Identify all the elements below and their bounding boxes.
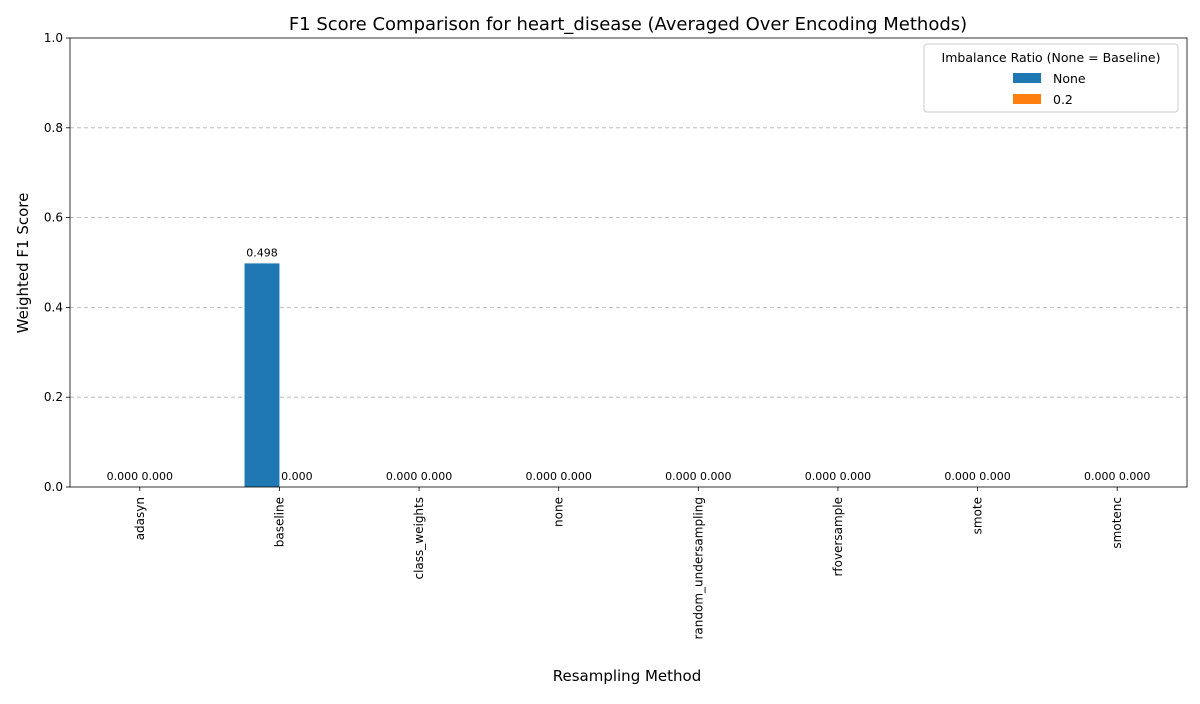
x-tick-label: smote xyxy=(971,497,985,534)
y-tick-label: 0.8 xyxy=(44,121,63,135)
bar xyxy=(244,263,280,487)
legend-swatch xyxy=(1013,94,1041,104)
x-tick-label: class_weights xyxy=(412,497,426,580)
data-label: 0.000 xyxy=(142,470,174,483)
legend-title: Imbalance Ratio (None = Baseline) xyxy=(942,50,1161,65)
data-label: 0.000 xyxy=(107,470,139,483)
y-tick-label: 0.2 xyxy=(44,390,63,404)
y-tick-label: 1.0 xyxy=(44,31,63,45)
legend-swatch xyxy=(1013,73,1041,83)
data-label: 0.000 xyxy=(1084,470,1116,483)
x-tick-label: random_undersampling xyxy=(691,497,705,640)
y-axis-label: Weighted F1 Score xyxy=(14,193,32,334)
x-tick-label: smotenc xyxy=(1110,497,1124,549)
data-label: 0.000 xyxy=(386,470,418,483)
legend-label: None xyxy=(1053,71,1086,86)
data-label: 0.000 xyxy=(281,470,313,483)
y-tick-label: 0.6 xyxy=(44,211,63,225)
data-label: 0.000 xyxy=(840,470,872,483)
chart-title: F1 Score Comparison for heart_disease (A… xyxy=(289,14,967,35)
data-label: 0.000 xyxy=(525,470,557,483)
data-label: 0.000 xyxy=(944,470,976,483)
data-label: 0.000 xyxy=(421,470,453,483)
x-tick-label: none xyxy=(552,497,566,527)
legend-frame xyxy=(923,43,1179,113)
y-tick-label: 0.0 xyxy=(44,480,63,494)
data-label: 0.000 xyxy=(665,470,697,483)
data-label: 0.498 xyxy=(246,246,278,259)
legend-label: 0.2 xyxy=(1053,92,1073,107)
axes-group: 0.0 0.2 0.4 0.6 0.8 1.0 adasyn baseline class_we… xyxy=(44,31,1188,640)
data-label: 0.000 xyxy=(1119,470,1151,483)
data-label: 0.000 xyxy=(805,470,837,483)
plot-frame xyxy=(69,37,1188,488)
x-tick-label: rfoversample xyxy=(831,497,845,577)
legend: Imbalance Ratio (None = Baseline) None 0.… xyxy=(923,43,1179,113)
bars-group xyxy=(244,263,280,487)
x-tick-label: adasyn xyxy=(133,497,147,540)
y-tick-label: 0.4 xyxy=(44,300,63,314)
data-label: 0.000 xyxy=(700,470,732,483)
data-label: 0.000 xyxy=(979,470,1011,483)
x-axis-label: Resampling Method xyxy=(553,667,702,685)
data-label: 0.000 xyxy=(560,470,592,483)
x-tick-label: baseline xyxy=(272,497,286,547)
grid-lines xyxy=(70,127,1187,398)
